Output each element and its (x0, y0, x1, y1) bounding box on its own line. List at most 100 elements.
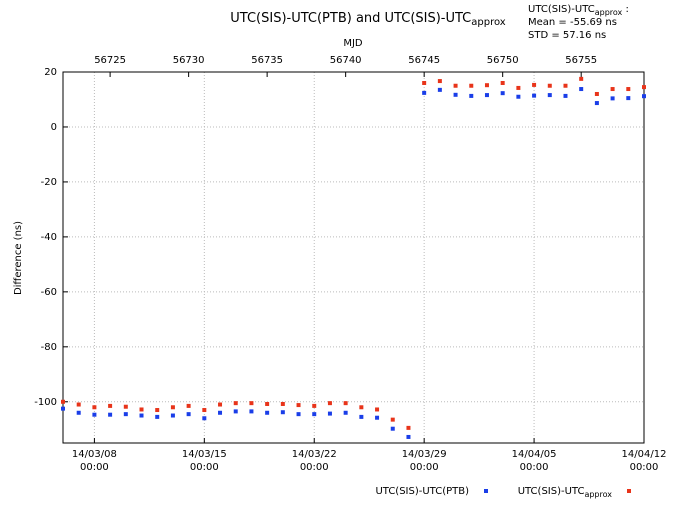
y-tick-label: -80 (41, 342, 57, 353)
point (500, 91, 505, 96)
x-tick-label: 14/03/15 00:00 (181, 449, 227, 473)
point (92, 412, 97, 417)
stats-sub: approx (595, 8, 623, 17)
point (170, 413, 175, 418)
point (516, 85, 521, 90)
point (563, 93, 568, 98)
point (610, 87, 615, 92)
stats-mean: Mean = -55.69 ns (528, 17, 617, 28)
point (233, 409, 238, 414)
point (500, 80, 505, 85)
point (406, 434, 411, 439)
x-tick-label: 14/03/29 00:00 (401, 449, 447, 473)
point (359, 414, 364, 419)
point (296, 412, 301, 417)
x-tick-label: 14/04/12 00:00 (621, 449, 667, 473)
point (312, 412, 317, 417)
x2-tick-label: 56745 (408, 55, 440, 66)
point (280, 401, 285, 406)
point (453, 83, 458, 88)
point (422, 90, 427, 95)
point (296, 403, 301, 408)
point (547, 83, 552, 88)
legend-marker (484, 489, 488, 493)
point (218, 410, 223, 415)
point (202, 408, 207, 413)
point (108, 412, 113, 417)
legend-name: UTC(SIS)-UTC(PTB) (375, 486, 469, 497)
point (469, 93, 474, 98)
y-tick-label: -60 (41, 287, 57, 298)
point (626, 87, 631, 92)
point (626, 96, 631, 101)
point (579, 87, 584, 92)
title-main: UTC(SIS)-UTC(PTB) and UTC(SIS)-UTC (230, 11, 471, 26)
point (532, 93, 537, 98)
point (186, 412, 191, 417)
point (202, 416, 207, 421)
point (469, 83, 474, 88)
x2-tick-label: 56740 (330, 55, 362, 66)
point (76, 402, 81, 407)
point (375, 407, 380, 412)
point (642, 94, 646, 99)
x-tick-label: 14/04/05 00:00 (511, 449, 557, 473)
point (484, 93, 489, 98)
legend-marker (627, 489, 631, 493)
point (265, 410, 270, 415)
y-tick-label: -100 (34, 397, 57, 408)
point (453, 92, 458, 97)
point (265, 401, 270, 406)
chart-title: UTC(SIS)-UTC(PTB) and UTC(SIS)-UTCapprox (230, 11, 506, 29)
x2-tick-label: 56755 (565, 55, 597, 66)
point (437, 79, 442, 84)
point (642, 85, 646, 90)
y-tick-label: -20 (41, 177, 57, 188)
point (108, 403, 113, 408)
point (532, 82, 537, 87)
point (327, 411, 332, 416)
point (375, 415, 380, 420)
point (594, 91, 599, 96)
point (61, 399, 65, 404)
point (280, 410, 285, 415)
point (327, 401, 332, 406)
point (579, 76, 584, 81)
stats-std: STD = 57.16 ns (528, 30, 606, 41)
point (92, 405, 97, 410)
point (61, 406, 65, 411)
point (484, 83, 489, 88)
point (422, 80, 427, 85)
y-axis-label: Difference (ns) (13, 221, 24, 295)
y-tick-label: -40 (41, 232, 57, 243)
title-sub: approx (471, 17, 506, 28)
point (610, 96, 615, 101)
legend-name: UTC(SIS)-UTC (518, 486, 585, 497)
point (547, 93, 552, 98)
x-tick-label: 14/03/22 00:00 (291, 449, 337, 473)
point (594, 101, 599, 106)
point (139, 413, 144, 418)
x2-tick-label: 56750 (487, 55, 519, 66)
point (249, 409, 254, 414)
legend-label: UTC(SIS)-UTCapprox (518, 486, 613, 499)
x-tick-label: 14/03/08 00:00 (71, 449, 117, 473)
x2-axis-label: MJD (343, 38, 363, 49)
point (343, 401, 348, 406)
point (123, 404, 128, 409)
point (406, 425, 411, 430)
point (155, 414, 160, 419)
x2-tick-label: 56730 (173, 55, 205, 66)
point (359, 405, 364, 410)
x2-tick-label: 56725 (94, 55, 126, 66)
point (390, 426, 395, 431)
point (233, 401, 238, 406)
point (312, 403, 317, 408)
point (218, 402, 223, 407)
point (437, 87, 442, 92)
stats-label: UTC(SIS)-UTC (528, 4, 595, 15)
point (170, 405, 175, 410)
y-tick-label: 20 (44, 67, 57, 78)
